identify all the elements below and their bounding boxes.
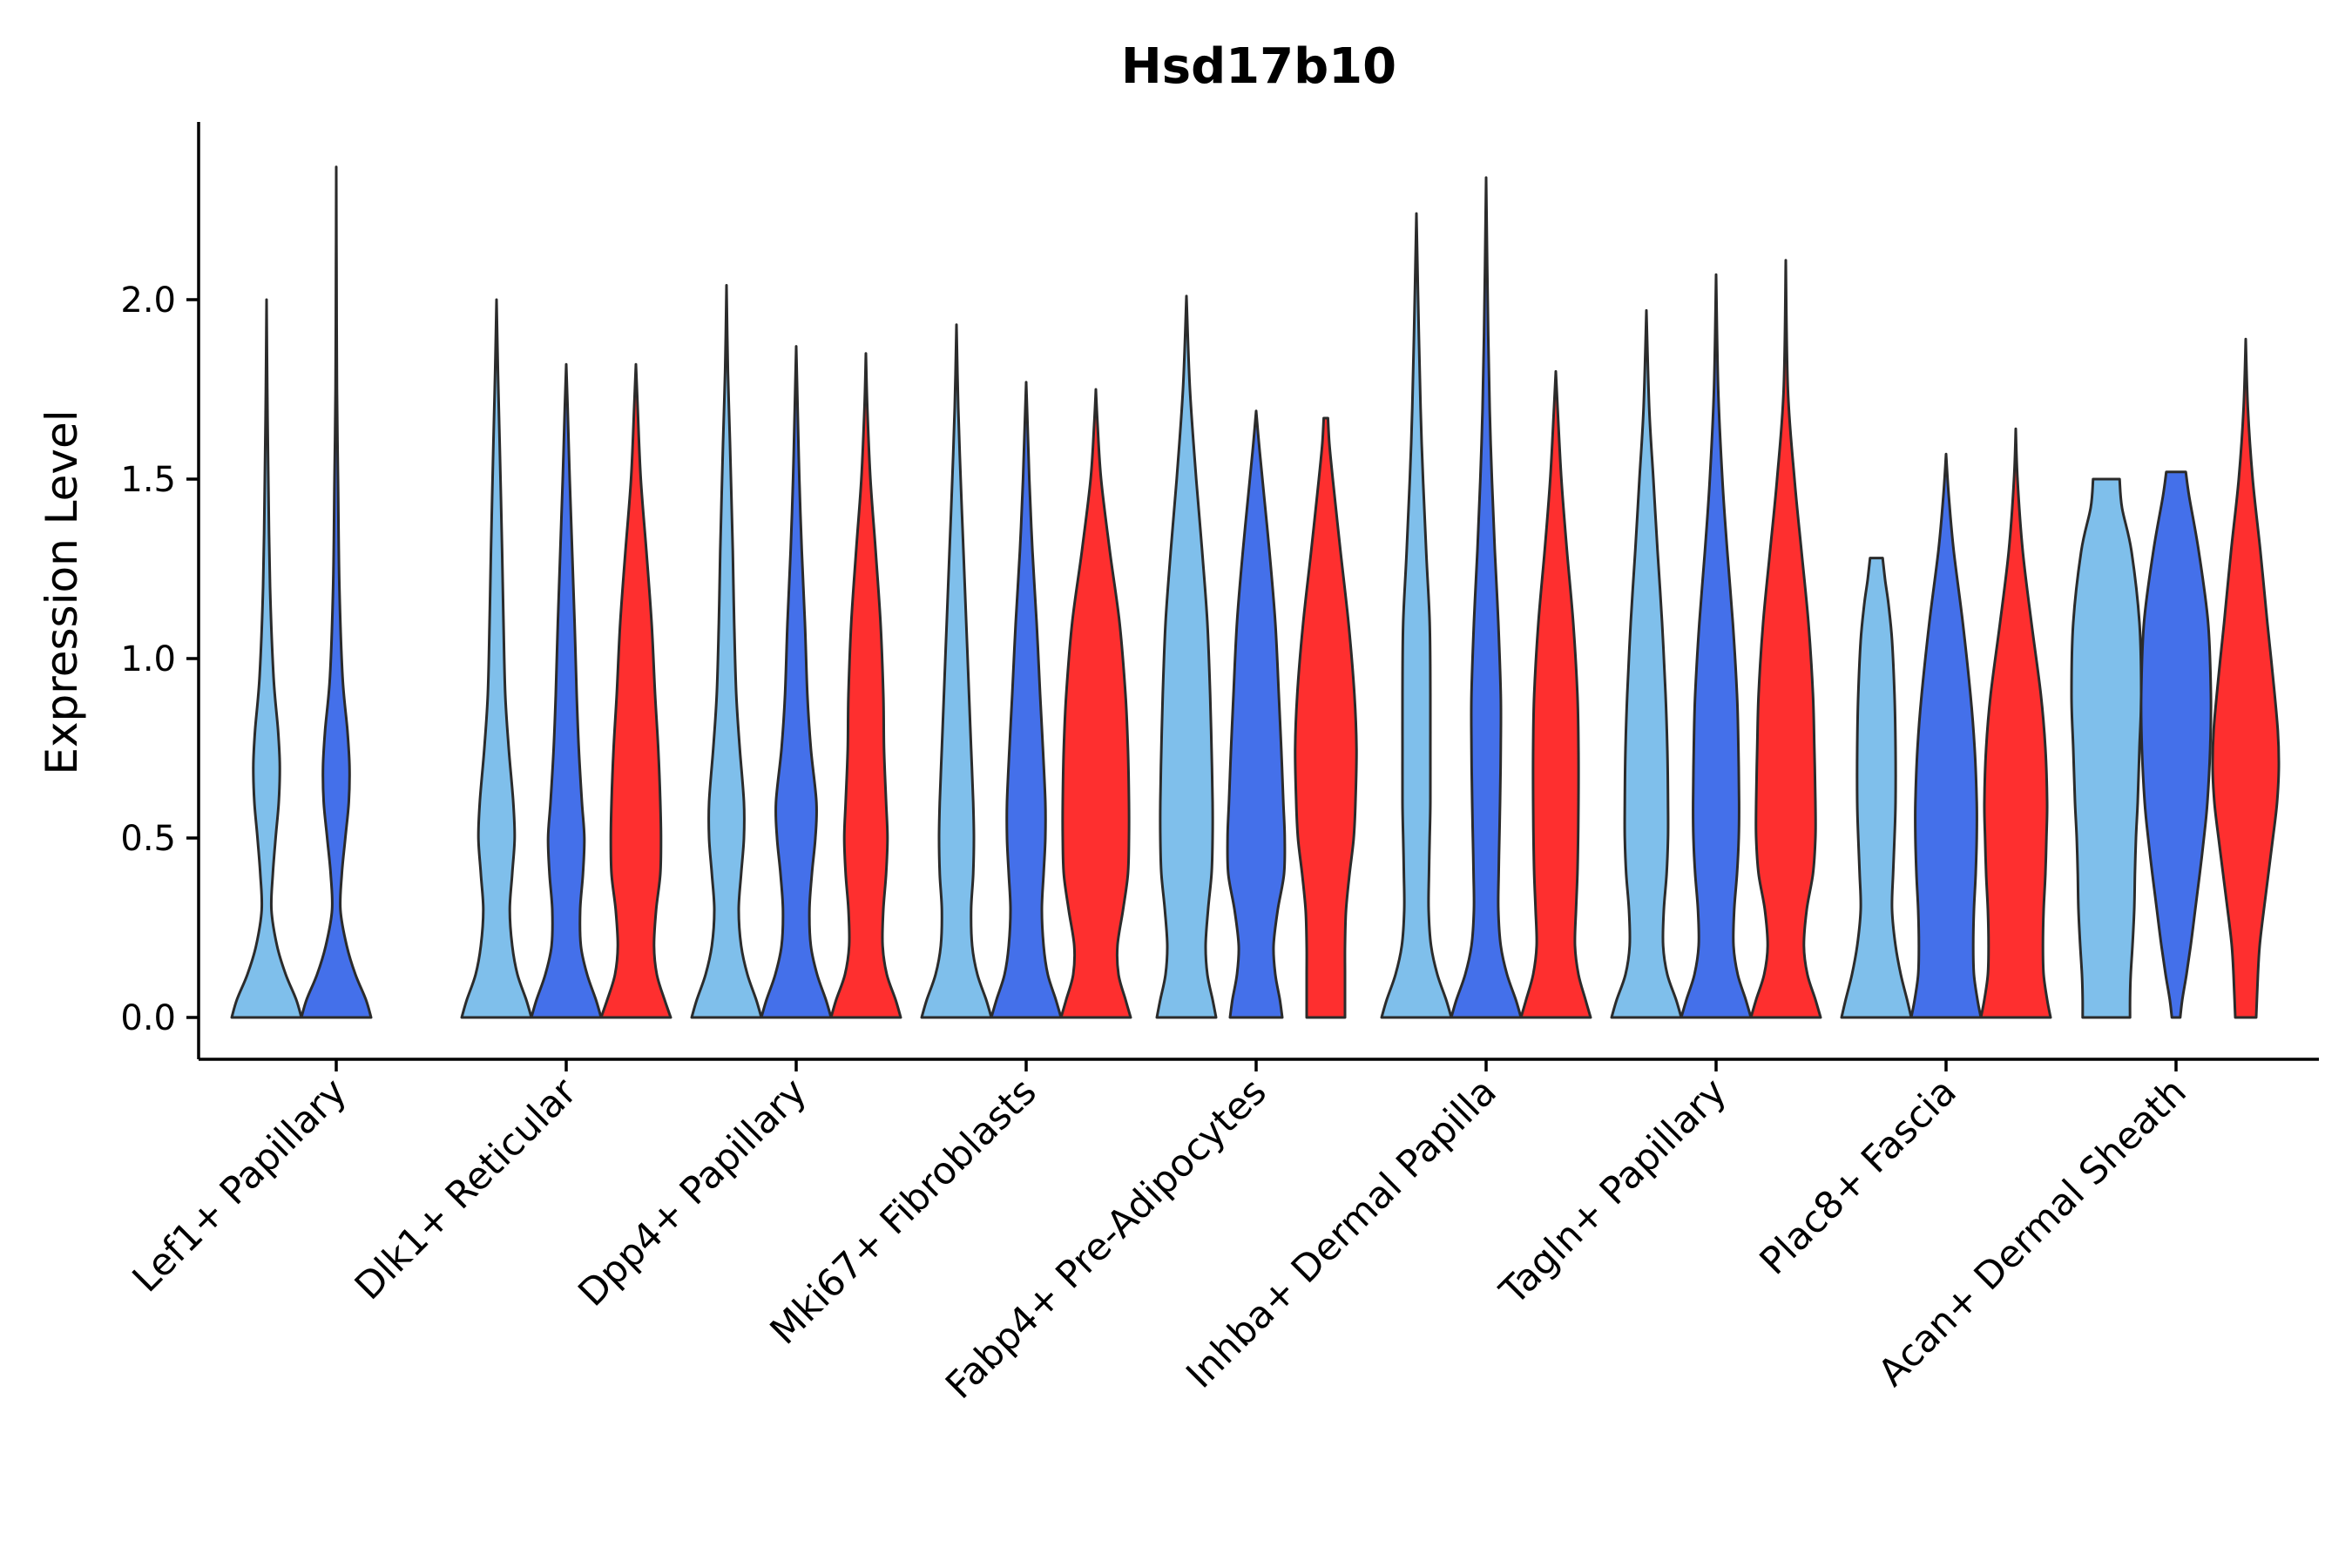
violin-plac8-fascia-s1 <box>1909 452 1983 1019</box>
x-tick-label: Plac8+ Fascia <box>1752 1070 1965 1283</box>
x-tick-label: Tagln+ Papillary <box>1491 1070 1735 1314</box>
violin-mki67-fibroblasts-s1 <box>990 381 1063 1019</box>
violin-plac8-fascia-s2 <box>1979 427 2052 1019</box>
violin-acan-dermal-sheath-s1 <box>2139 470 2213 1019</box>
violin-dlk1-reticular-s2 <box>599 362 672 1019</box>
violin-fabp4-pre-adipocytes-s0 <box>1155 294 1218 1019</box>
violin-dpp4-papillary-s2 <box>829 352 902 1019</box>
violin-dpp4-papillary-s1 <box>760 345 833 1019</box>
violin-inhba-dermal-papilla-s1 <box>1450 176 1523 1019</box>
x-tick-label: Dpp4+ Papillary <box>571 1070 815 1315</box>
violin-lef1-papillary-s1 <box>300 166 373 1019</box>
violin-dlk1-reticular-s0 <box>460 298 533 1019</box>
y-tick-label: 2.0 <box>120 280 176 321</box>
violin-tagln-papillary-s0 <box>1610 308 1683 1019</box>
violin-plac8-fascia-s0 <box>1840 557 1913 1019</box>
violin-tagln-papillary-s1 <box>1680 273 1753 1019</box>
x-tick-label: Lef1+ Papillary <box>125 1070 355 1301</box>
violin-mki67-fibroblasts-s2 <box>1059 388 1132 1019</box>
violin-mki67-fibroblasts-s0 <box>920 323 993 1019</box>
y-tick-label: 1.5 <box>120 460 176 500</box>
violin-dlk1-reticular-s1 <box>530 362 603 1019</box>
violin-fabp4-pre-adipocytes-s2 <box>1294 416 1358 1019</box>
y-tick-label: 0.0 <box>120 998 176 1038</box>
violin-dpp4-papillary-s0 <box>690 284 763 1019</box>
violin-lef1-papillary-s0 <box>230 298 303 1019</box>
y-tick-label: 1.0 <box>120 639 176 679</box>
violins-layer <box>230 166 2281 1019</box>
violin-acan-dermal-sheath-s0 <box>2070 477 2143 1019</box>
violin-acan-dermal-sheath-s2 <box>2211 337 2281 1019</box>
violin-inhba-dermal-papilla-s0 <box>1380 212 1453 1019</box>
x-tick-label: Dlk1+ Reticular <box>347 1070 585 1308</box>
y-tick-label: 0.5 <box>120 819 176 859</box>
violin-inhba-dermal-papilla-s2 <box>1519 369 1592 1019</box>
chart-title: Hsd17b10 <box>1121 38 1396 95</box>
violin-tagln-papillary-s2 <box>1749 259 1822 1019</box>
y-axis-title: Expression Level <box>37 409 87 774</box>
violin-fabp4-pre-adipocytes-s1 <box>1226 409 1287 1019</box>
